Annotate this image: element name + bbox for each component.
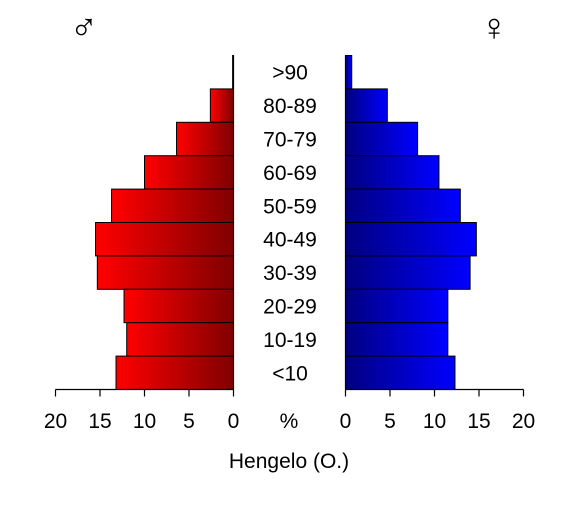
female-bar [345,222,477,257]
male-bar [111,188,234,224]
female-bar [345,55,353,90]
male-x-axis: 20 15 10 5 0 [44,388,240,433]
female-symbol: ♀ [480,7,509,49]
x-tick-label: 5 [384,410,396,433]
male-bar [95,222,234,257]
female-bar [345,255,471,290]
male-bars [95,55,235,391]
age-group-label: 10-19 [263,329,317,352]
male-symbol: ♂ [70,7,99,49]
male-bar [96,255,234,290]
x-tick-label: 10 [133,410,156,433]
female-bar [345,121,419,157]
female-bar [345,322,449,357]
percent-axis-label: % [280,410,299,433]
male-bar [176,121,234,157]
male-bar [115,355,234,391]
x-tick-label: 20 [512,410,535,433]
chart-caption: Hengelo (O.) [229,450,349,473]
age-labels: >90 80-89 70-79 60-69 50-59 40-49 30-39 20-29 10… [263,62,317,386]
age-group-label: <10 [272,362,308,385]
male-bar [123,288,234,324]
female-bar [345,288,449,324]
x-tick-label: 15 [88,410,111,433]
female-bar [345,155,440,190]
x-tick-label: 10 [423,410,446,433]
age-group-label: 60-69 [263,162,317,185]
female-bar [345,88,388,123]
x-tick-label: 5 [183,410,195,433]
age-group-label: 30-39 [263,262,317,285]
female-x-axis: 0 5 10 15 20 [340,388,535,433]
female-bars [345,55,477,391]
male-bar [126,322,234,357]
x-tick-label: 0 [228,410,240,433]
age-group-label: >90 [272,62,308,85]
male-bar [144,155,234,190]
x-tick-label: 15 [467,410,490,433]
x-tick-label: 20 [44,410,67,433]
female-bar [345,355,456,391]
age-group-label: 20-29 [263,296,317,319]
male-bar [209,88,234,123]
age-group-label: 40-49 [263,229,317,252]
age-group-label: 50-59 [263,195,317,218]
female-bar [345,188,461,224]
age-group-label: 80-89 [263,95,317,118]
x-tick-label: 0 [340,410,352,433]
age-group-label: 70-79 [263,129,317,152]
